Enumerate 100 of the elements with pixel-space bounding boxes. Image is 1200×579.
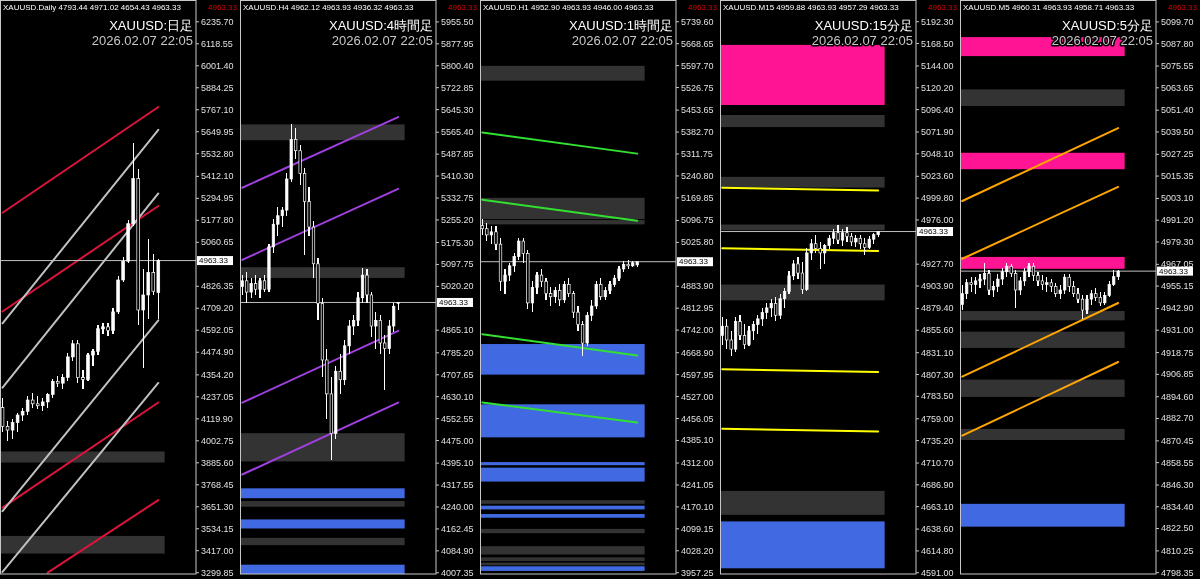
- y-tick-label: 5649.95: [201, 126, 234, 137]
- y-tick-label: 5175.30: [441, 237, 474, 248]
- candlestick: [836, 224, 840, 245]
- candlestick: [245, 271, 249, 304]
- candlestick: [969, 276, 973, 293]
- text: 4963.33: [928, 3, 958, 12]
- candlestick: [987, 269, 991, 297]
- annotation: XAUUSD.M5 4960.31 4963.93 4958.71 4963.33: [963, 3, 1135, 12]
- y-tick-label: 5060.65: [201, 237, 234, 248]
- candlestick: [756, 314, 760, 335]
- y-tick-label: 5410.30: [441, 171, 474, 182]
- y-tick-label: 4007.35: [441, 567, 474, 578]
- y-tick-label: 4663.10: [921, 501, 954, 512]
- y-tick-label: 5023.60: [921, 171, 954, 182]
- y-tick-label: 5144.00: [921, 60, 954, 71]
- y-tick-label: 5739.60: [681, 16, 714, 27]
- candlestick: [1031, 262, 1036, 282]
- y-tick-label: 5722.85: [441, 82, 474, 93]
- candlestick: [854, 233, 858, 249]
- text: 4963.33: [1168, 3, 1198, 12]
- y-tick-label: 5048.10: [921, 148, 954, 159]
- y-tick-label: 5311.75: [681, 149, 713, 160]
- y-tick-label: 5877.95: [441, 38, 474, 49]
- y-tick-label: 4552.55: [441, 413, 474, 424]
- y-tick-label: 4638.60: [921, 524, 954, 535]
- y-tick-label: 5168.50: [921, 38, 954, 49]
- text: 2026.02.07 22:05: [571, 33, 673, 48]
- candlestick: [996, 272, 1000, 293]
- y-tick-label: 4237.05: [201, 391, 234, 402]
- y-tick-label: 6235.70: [201, 16, 234, 27]
- y-tick-label: 4742.00: [681, 325, 714, 336]
- y-tick-label: 5645.30: [441, 104, 474, 115]
- y-tick-label: 3417.00: [201, 545, 234, 556]
- y-tick-label: 4527.00: [681, 391, 714, 402]
- y-tick-label: 4979.30: [1161, 236, 1194, 247]
- y-tick-label: 5177.80: [201, 215, 234, 226]
- y-tick-label: 3957.25: [681, 567, 714, 578]
- y-tick-label: 5071.90: [921, 127, 954, 138]
- y-tick-label: 4162.45: [441, 523, 474, 534]
- y-tick-label: 4812.95: [681, 303, 714, 314]
- y-tick-label: 5332.75: [441, 193, 474, 203]
- y-tick-label: 4831.10: [921, 347, 954, 358]
- y-tick-label: 4906.85: [1161, 369, 1194, 380]
- y-tick-label: 4475.00: [441, 435, 474, 446]
- y-tick-label: 4894.60: [1161, 391, 1194, 402]
- y-tick-label: 5240.80: [681, 170, 714, 181]
- y-tick-label: 4822.50: [1161, 523, 1194, 534]
- y-tick-label: 4084.90: [441, 545, 474, 556]
- text: XAUUSD:4時間足: [328, 18, 433, 33]
- ref-line-label: 4963.33: [679, 257, 709, 267]
- y-tick-label: 4826.35: [201, 281, 234, 292]
- y-tick-label: 5597.70: [681, 60, 714, 71]
- y-tick-label: 5767.10: [201, 104, 234, 115]
- y-tick-label: 4474.90: [201, 347, 234, 358]
- y-tick-label: 4456.05: [681, 413, 714, 424]
- text: XAUUSD:5分足: [1061, 18, 1153, 33]
- y-tick-label: 4783.50: [921, 391, 954, 402]
- y-tick-label: 4710.70: [921, 458, 954, 469]
- ref-line-label: 4963.33: [439, 297, 469, 307]
- text: 4963.33: [208, 3, 238, 12]
- y-tick-label: 3768.45: [201, 479, 234, 490]
- text: 4963.33: [688, 3, 718, 12]
- candlestick: [1067, 272, 1071, 293]
- candlestick: [1085, 294, 1089, 315]
- y-tick-label: 5453.65: [681, 105, 714, 116]
- candlestick: [778, 293, 782, 320]
- text: 4963.33: [448, 3, 478, 12]
- y-tick-label: 4170.10: [681, 501, 714, 512]
- text: XAUUSD:15分足: [814, 18, 913, 33]
- y-tick-label: 5027.25: [1161, 149, 1194, 160]
- candlestick: [978, 272, 982, 289]
- y-tick-label: 4882.70: [1161, 413, 1194, 424]
- candlestick: [258, 277, 262, 299]
- y-tick-label: 4709.20: [201, 303, 234, 314]
- y-tick-label: 4591.00: [921, 567, 954, 578]
- y-tick-label: 4865.10: [441, 325, 474, 336]
- y-tick-label: 5063.65: [1161, 82, 1194, 93]
- y-tick-label: 4312.00: [681, 458, 714, 469]
- y-tick-label: 4785.20: [441, 347, 474, 358]
- y-tick-label: 5255.20: [441, 214, 474, 225]
- y-tick-label: 4879.40: [921, 303, 954, 314]
- y-tick-label: 5412.10: [201, 171, 234, 182]
- y-tick-label: 4942.90: [1161, 303, 1194, 314]
- text: XAUUSD:日足: [109, 18, 193, 33]
- y-tick-label: 5800.40: [441, 60, 474, 71]
- y-tick-label: 4810.25: [1161, 545, 1194, 556]
- annotation: XAUUSD.Daily 4793.44 4971.02 4654.43 4963.33: [3, 3, 182, 12]
- y-tick-label: 4317.55: [441, 480, 474, 491]
- y-tick-label: 4903.90: [921, 280, 954, 291]
- y-tick-label: 5120.20: [921, 82, 954, 93]
- y-tick-label: 5192.30: [921, 16, 954, 27]
- candlestick: [845, 226, 849, 243]
- y-tick-label: 5099.70: [1161, 16, 1194, 27]
- y-tick-label: 4931.00: [1161, 325, 1194, 336]
- y-tick-label: 3534.15: [201, 523, 234, 534]
- y-tick-label: 5039.50: [1161, 126, 1194, 137]
- y-tick-label: 4991.20: [1161, 215, 1194, 226]
- y-tick-label: 4976.00: [921, 214, 954, 225]
- y-tick-label: 4354.20: [201, 369, 234, 380]
- y-tick-label: 4668.90: [681, 347, 714, 358]
